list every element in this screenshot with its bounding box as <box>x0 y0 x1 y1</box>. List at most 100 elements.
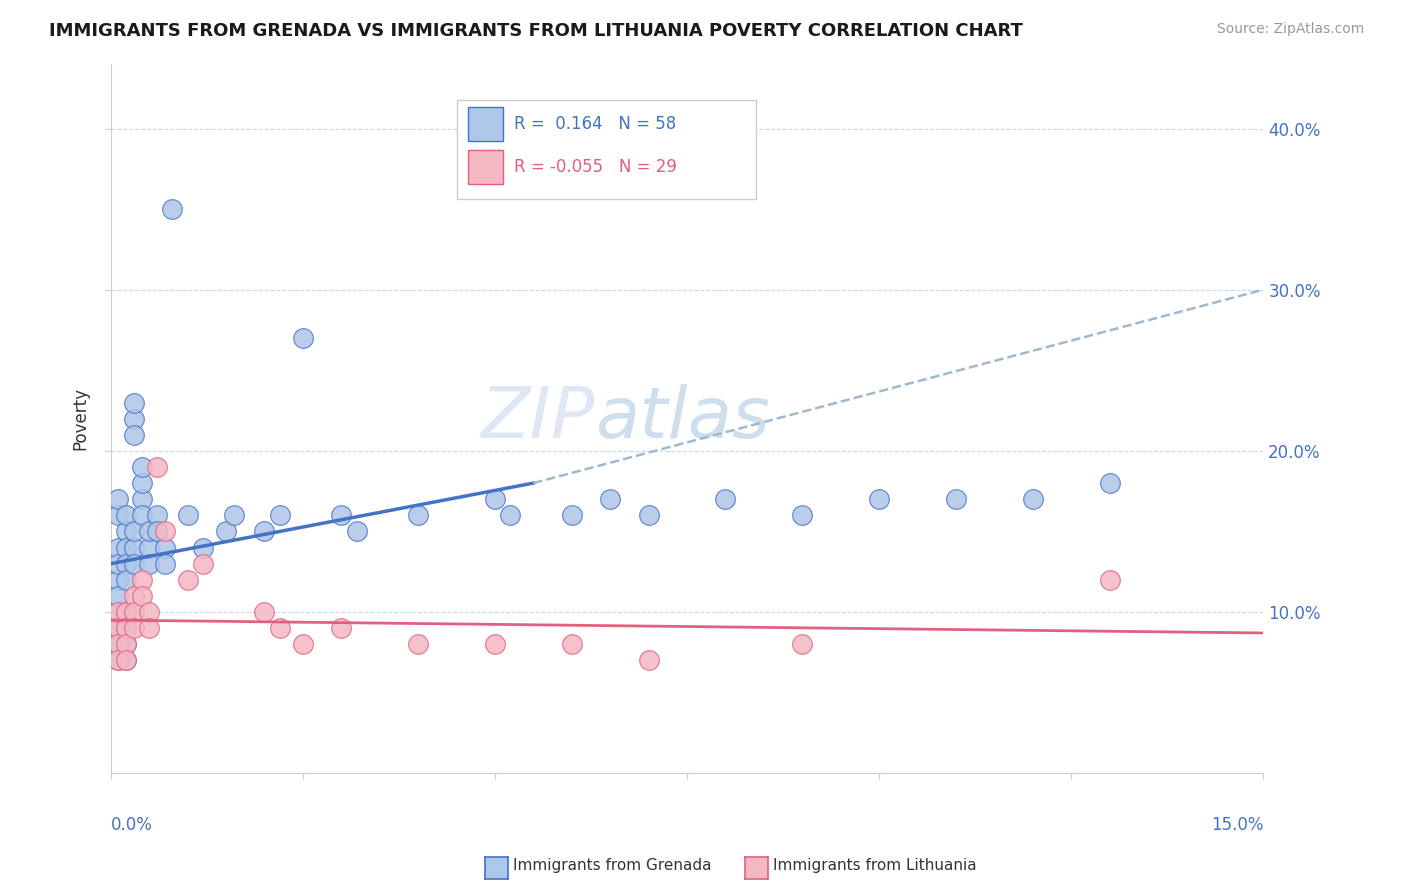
Point <box>131 573 153 587</box>
Point <box>115 541 138 555</box>
Text: Immigrants from Grenada: Immigrants from Grenada <box>513 858 711 872</box>
Text: ZIP: ZIP <box>481 384 595 453</box>
Point <box>330 621 353 635</box>
Point <box>131 589 153 603</box>
Point <box>484 492 506 507</box>
Point <box>122 395 145 409</box>
Point <box>122 557 145 571</box>
Point <box>122 621 145 635</box>
Point <box>138 621 160 635</box>
Point <box>115 653 138 667</box>
Point <box>714 492 737 507</box>
Text: 0.0%: 0.0% <box>111 816 153 834</box>
Point <box>146 524 169 539</box>
Point <box>138 524 160 539</box>
Point <box>115 573 138 587</box>
Point <box>107 637 129 651</box>
Point <box>107 605 129 619</box>
Point <box>115 605 138 619</box>
Point <box>107 541 129 555</box>
Point <box>162 202 184 216</box>
Point <box>637 653 659 667</box>
Text: 15.0%: 15.0% <box>1211 816 1264 834</box>
Point <box>153 541 176 555</box>
Y-axis label: Poverty: Poverty <box>72 387 89 450</box>
Point <box>253 524 276 539</box>
Point <box>115 637 138 651</box>
Point <box>138 605 160 619</box>
Bar <box>468 107 502 141</box>
Point <box>107 589 129 603</box>
Point <box>222 508 245 523</box>
Point <box>792 637 814 651</box>
Text: R = -0.055   N = 29: R = -0.055 N = 29 <box>515 158 678 176</box>
Point <box>637 508 659 523</box>
Point <box>131 508 153 523</box>
Point <box>330 508 353 523</box>
Point <box>792 508 814 523</box>
Point <box>107 508 129 523</box>
Point <box>561 637 583 651</box>
Point <box>122 541 145 555</box>
Point <box>107 605 129 619</box>
Point <box>107 653 129 667</box>
Point <box>269 508 291 523</box>
Point <box>115 557 138 571</box>
Point <box>115 621 138 635</box>
Point <box>107 653 129 667</box>
Point <box>115 524 138 539</box>
Point <box>1098 476 1121 491</box>
Point <box>122 524 145 539</box>
Point <box>122 427 145 442</box>
Point <box>107 573 129 587</box>
Bar <box>468 150 502 184</box>
Point <box>1022 492 1045 507</box>
Point <box>176 508 198 523</box>
Point <box>1098 573 1121 587</box>
Point <box>131 476 153 491</box>
Text: Source: ZipAtlas.com: Source: ZipAtlas.com <box>1216 22 1364 37</box>
Point <box>115 508 138 523</box>
Point <box>153 524 176 539</box>
Point <box>131 460 153 475</box>
Point <box>191 541 214 555</box>
Bar <box>457 100 756 199</box>
Point <box>561 508 583 523</box>
Point <box>269 621 291 635</box>
Point <box>138 557 160 571</box>
Point <box>107 621 129 635</box>
Point <box>406 508 429 523</box>
Point <box>115 605 138 619</box>
Text: IMMIGRANTS FROM GRENADA VS IMMIGRANTS FROM LITHUANIA POVERTY CORRELATION CHART: IMMIGRANTS FROM GRENADA VS IMMIGRANTS FR… <box>49 22 1024 40</box>
Point <box>484 637 506 651</box>
Point <box>122 411 145 425</box>
Point <box>122 605 145 619</box>
Point <box>191 557 214 571</box>
Point <box>107 557 129 571</box>
Point <box>115 621 138 635</box>
Point <box>107 637 129 651</box>
Point <box>138 541 160 555</box>
Point <box>107 621 129 635</box>
Point <box>253 605 276 619</box>
Point <box>115 637 138 651</box>
Point <box>406 637 429 651</box>
Point <box>215 524 238 539</box>
Point <box>122 589 145 603</box>
Point <box>176 573 198 587</box>
Point <box>599 492 621 507</box>
Point <box>146 460 169 475</box>
Text: R =  0.164   N = 58: R = 0.164 N = 58 <box>515 115 676 133</box>
Point <box>146 508 169 523</box>
Point <box>131 492 153 507</box>
Point <box>153 557 176 571</box>
Point <box>107 492 129 507</box>
Text: atlas: atlas <box>595 384 769 453</box>
Point <box>945 492 967 507</box>
Point <box>868 492 890 507</box>
Point <box>499 508 522 523</box>
Point <box>291 637 314 651</box>
Point <box>291 331 314 345</box>
Point <box>115 653 138 667</box>
Text: Immigrants from Lithuania: Immigrants from Lithuania <box>773 858 977 872</box>
